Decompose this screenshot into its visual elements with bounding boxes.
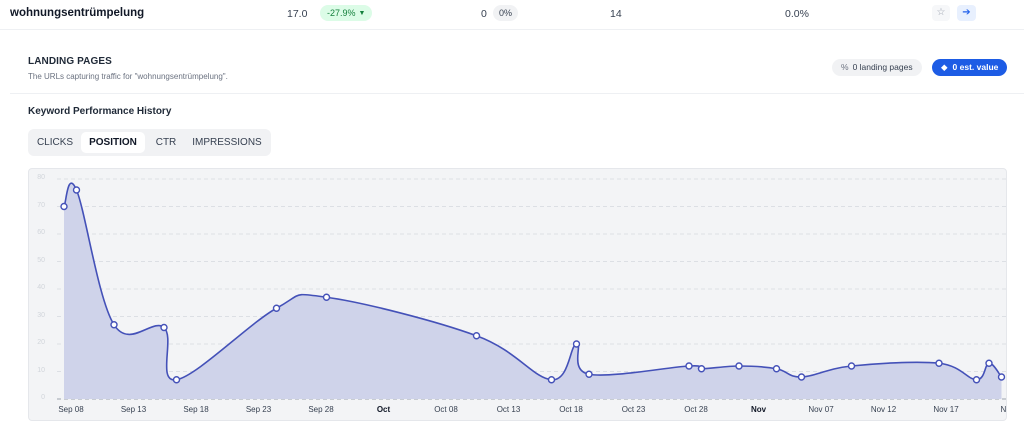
chart-plot bbox=[57, 178, 1006, 400]
data-point bbox=[110, 321, 118, 329]
data-point bbox=[847, 362, 856, 370]
data-point bbox=[72, 186, 81, 194]
star-icon[interactable]: ☆ bbox=[932, 5, 950, 21]
y-tick-label: 40 bbox=[37, 284, 45, 291]
data-point bbox=[585, 370, 593, 378]
landing-pages-title: LANDING PAGES bbox=[28, 56, 112, 67]
data-point bbox=[472, 332, 481, 340]
position-line bbox=[63, 182, 1003, 381]
est-value-button[interactable]: ◆ 0 est. value bbox=[932, 59, 1008, 76]
tab-position[interactable]: POSITION bbox=[81, 132, 145, 153]
metric-tabs: CLICKS POSITION CTR IMPRESSIONS bbox=[28, 129, 271, 156]
position-chart[interactable]: 0 10 20 30 40 50 60 70 80 Sep 08 Sep 13 Sep 18 Sep … bbox=[28, 168, 1007, 421]
y-tick-label: 20 bbox=[37, 339, 45, 346]
arrow-right-icon[interactable]: ➔ bbox=[957, 5, 976, 21]
landing-pages-section: LANDING PAGES The URLs capturing traffic… bbox=[10, 46, 1024, 94]
position-change-value: -27.9% bbox=[327, 8, 356, 18]
x-tick-label: Nov 12 bbox=[870, 405, 897, 414]
y-tick-label: 10 bbox=[37, 366, 45, 374]
x-tick-label: Sep 18 bbox=[183, 405, 209, 414]
ctr-value: 0.0% bbox=[785, 8, 809, 20]
tab-ctr[interactable]: CTR bbox=[155, 137, 177, 148]
x-tick-label: No bbox=[1000, 405, 1007, 414]
y-tick-label: 30 bbox=[37, 311, 45, 319]
impressions-value: 14 bbox=[610, 8, 622, 20]
data-point bbox=[735, 362, 743, 370]
triangle-down-icon: ▼ bbox=[358, 10, 366, 17]
data-point bbox=[797, 373, 806, 381]
clicks-value: 0 bbox=[481, 8, 487, 20]
data-point bbox=[935, 359, 943, 367]
x-tick-label: Nov 17 bbox=[933, 405, 959, 414]
y-tick-label: 60 bbox=[37, 229, 45, 236]
x-tick-label: Sep 28 bbox=[308, 405, 334, 414]
landing-pages-subtitle: The URLs capturing traffic for "wohnungs… bbox=[28, 72, 228, 81]
area-fill bbox=[64, 183, 1002, 399]
data-point bbox=[272, 304, 281, 312]
clicks-change-badge: 0% bbox=[493, 5, 519, 21]
x-tick-label: Sep 13 bbox=[120, 405, 147, 414]
landing-pages-count-button[interactable]: % 0 landing pages bbox=[832, 59, 922, 76]
data-point bbox=[685, 362, 693, 370]
data-point bbox=[322, 293, 331, 301]
x-tick-label: Sep 23 bbox=[245, 405, 272, 414]
x-tick-label: Oct 08 bbox=[434, 405, 458, 414]
est-value-label: 0 est. value bbox=[952, 62, 999, 72]
y-tick-label: 0 bbox=[41, 394, 45, 401]
data-point bbox=[772, 365, 781, 373]
position-value: 17.0 bbox=[287, 8, 308, 20]
keyword-row[interactable]: wohnungsentrümpelung 17.0 -27.9% ▼ 0 0% 1… bbox=[0, 0, 1024, 30]
data-point bbox=[547, 376, 556, 384]
x-tick-label: Sep 08 bbox=[58, 405, 84, 414]
data-point bbox=[972, 376, 981, 384]
y-tick-label: 70 bbox=[37, 201, 45, 209]
data-point bbox=[172, 376, 181, 384]
tab-clicks[interactable]: CLICKS bbox=[36, 137, 74, 148]
data-point bbox=[60, 202, 68, 211]
x-tick-label: Oct 23 bbox=[621, 405, 646, 414]
diamond-icon: ◆ bbox=[941, 62, 948, 72]
tab-impressions[interactable]: IMPRESSIONS bbox=[192, 137, 262, 148]
position-change-badge: -27.9% ▼ bbox=[320, 5, 373, 21]
x-tick-label: Oct 28 bbox=[684, 405, 708, 414]
x-tick-label: Nov 07 bbox=[808, 405, 834, 414]
y-tick-label: 80 bbox=[37, 174, 45, 181]
data-point bbox=[985, 359, 993, 367]
x-tick-label: Oct bbox=[376, 405, 391, 414]
data-point bbox=[572, 340, 581, 348]
keyword-name[interactable]: wohnungsentrümpelung bbox=[10, 7, 145, 19]
y-tick-label: 50 bbox=[37, 256, 45, 264]
data-point bbox=[697, 365, 706, 373]
data-point bbox=[160, 323, 168, 332]
data-point bbox=[997, 373, 1006, 381]
x-tick-label: Oct 18 bbox=[559, 405, 583, 414]
x-tick-label: Nov bbox=[750, 405, 767, 414]
history-title: Keyword Performance History bbox=[28, 106, 172, 117]
link-icon: % bbox=[841, 62, 849, 72]
x-tick-label: Oct 13 bbox=[496, 405, 521, 414]
landing-pages-count-label: 0 landing pages bbox=[852, 62, 913, 72]
